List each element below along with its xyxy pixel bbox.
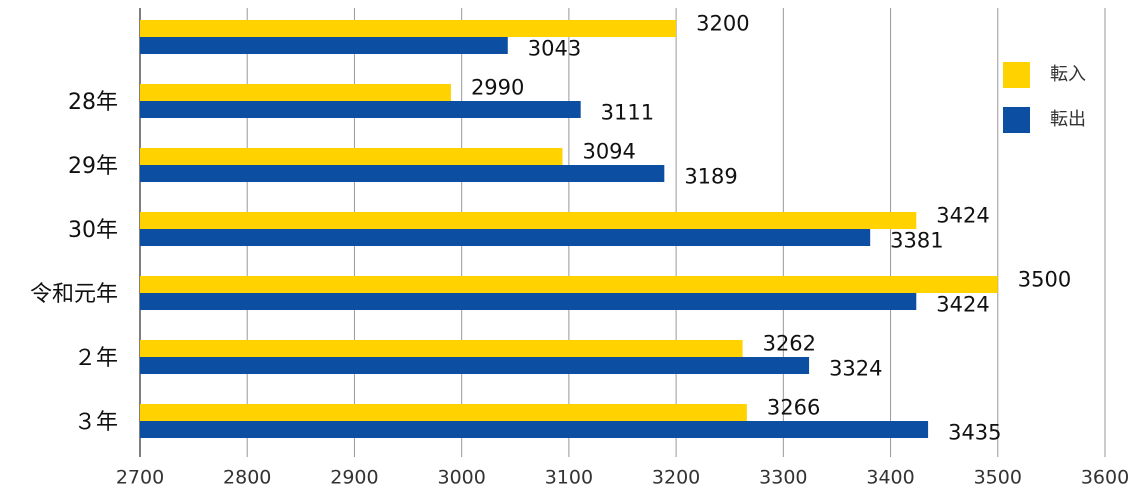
data-label: 2990 — [471, 76, 524, 100]
data-label: 3200 — [696, 12, 749, 36]
bar — [140, 357, 810, 374]
x-tick-label: 3200 — [652, 467, 700, 489]
bar — [140, 229, 871, 246]
y-tick-label: 30年 — [68, 218, 118, 243]
data-label: 3262 — [763, 332, 816, 356]
bar — [140, 421, 929, 438]
x-tick-label: 2900 — [330, 467, 378, 489]
data-label: 3424 — [936, 293, 989, 317]
bar — [140, 404, 747, 421]
legend-label: 転入 — [1050, 64, 1086, 85]
x-tick-label: 2700 — [116, 467, 164, 489]
data-label: 3189 — [684, 165, 737, 189]
bar — [140, 212, 917, 229]
data-label: 3043 — [528, 37, 581, 61]
bar — [140, 148, 563, 165]
legend-label: 転出 — [1050, 109, 1086, 130]
x-tick-label: 3400 — [866, 467, 914, 489]
y-tick-label: 令和元年 — [30, 282, 118, 307]
bar — [140, 165, 665, 182]
bar — [140, 101, 581, 118]
data-label: 3500 — [1018, 268, 1071, 292]
bar — [140, 276, 998, 293]
y-tick-label: 29年 — [68, 154, 118, 179]
data-label: 3424 — [936, 204, 989, 228]
y-tick-label: ２年 — [74, 346, 118, 371]
bar — [140, 84, 451, 101]
x-tick-label: 3100 — [545, 467, 593, 489]
data-label: 3266 — [767, 396, 820, 420]
y-tick-label: ３年 — [74, 410, 118, 435]
data-label: 3435 — [948, 421, 1001, 445]
x-tick-label: 3600 — [1081, 467, 1129, 489]
legend-swatch — [1003, 107, 1030, 133]
x-tick-label: 3500 — [974, 467, 1022, 489]
x-tick-label: 3300 — [759, 467, 807, 489]
y-tick-label: 28年 — [68, 90, 118, 115]
bar — [140, 340, 743, 357]
data-label: 3381 — [890, 229, 943, 253]
bar — [140, 37, 508, 54]
data-label: 3094 — [582, 140, 635, 164]
data-label: 3324 — [829, 357, 882, 381]
bar — [140, 293, 917, 310]
legend-swatch — [1003, 62, 1030, 88]
x-tick-label: 2800 — [223, 467, 271, 489]
x-tick-label: 3000 — [437, 467, 485, 489]
bar — [140, 20, 677, 37]
data-label: 3111 — [601, 101, 654, 125]
